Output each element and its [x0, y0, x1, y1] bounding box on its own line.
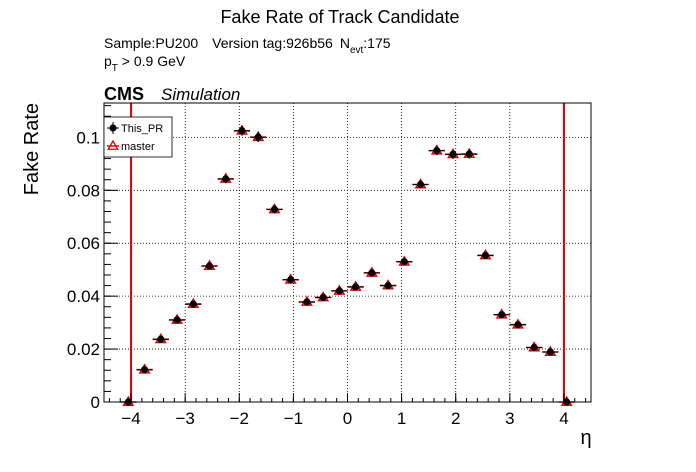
x-tick-label: 1 — [397, 409, 406, 428]
this-pr-marker — [270, 205, 279, 213]
this-pr-point — [266, 205, 283, 214]
x-tick-label: 0 — [343, 409, 352, 428]
this-pr-point — [509, 321, 527, 329]
this-pr-point — [217, 174, 234, 184]
this-pr-marker — [514, 321, 522, 329]
x-tick-label: −1 — [284, 409, 303, 428]
reference-lines — [130, 103, 565, 402]
this-pr-point — [185, 300, 202, 308]
pt-cut-info: pT > 0.9 GeV — [104, 53, 186, 74]
grid — [104, 103, 591, 402]
this-pr-point — [444, 149, 462, 159]
axis-ticks — [104, 105, 587, 403]
sample-label: Sample:PU200 — [104, 35, 198, 51]
nevt-prefix: N — [340, 35, 350, 51]
y-tick-label: 0.02 — [67, 340, 100, 359]
this-pr-marker — [189, 300, 197, 308]
this-pr-marker — [205, 262, 214, 270]
this-pr-point — [363, 269, 380, 277]
x-tick-label: −4 — [121, 409, 140, 428]
this-pr-point — [201, 262, 218, 270]
this-pr-marker — [368, 269, 376, 277]
legend-this-pr-marker — [109, 124, 117, 132]
this-pr-marker — [319, 293, 327, 302]
this-pr-point — [477, 251, 494, 260]
x-tick-label: −2 — [230, 409, 249, 428]
this-pr-marker — [222, 175, 230, 183]
this-pr-marker — [498, 311, 506, 319]
this-pr-marker — [530, 343, 538, 352]
this-pr-point — [136, 366, 153, 374]
x-tick-label: 4 — [559, 409, 568, 428]
this-pr-point — [428, 146, 445, 156]
this-pr-marker — [546, 348, 555, 356]
this-pr-marker — [287, 276, 295, 284]
this-pr-marker — [303, 298, 311, 306]
this-pr-marker — [465, 150, 473, 158]
this-pr-point — [233, 126, 251, 136]
this-pr-point — [379, 281, 397, 290]
this-pr-point — [282, 276, 299, 284]
pt-prefix: p — [104, 53, 112, 69]
this-pr-point — [412, 180, 429, 189]
plot-frame — [103, 102, 592, 403]
this-pr-marker — [449, 150, 457, 158]
this-pr-marker — [400, 258, 408, 266]
this-pr-point — [493, 311, 510, 319]
chart-title: Fake Rate of Track Candidate — [220, 7, 459, 27]
y-tick-label: 0 — [91, 393, 100, 412]
this-pr-marker — [416, 180, 425, 189]
y-tick-label: 0.1 — [76, 128, 100, 147]
y-tick-label: 0.06 — [67, 234, 100, 253]
this-pr-point — [298, 298, 316, 306]
data-points — [120, 124, 575, 406]
this-pr-point — [152, 335, 169, 343]
this-pr-marker — [481, 251, 490, 260]
legend-markers — [107, 122, 119, 150]
y-axis-label: Fake Rate — [21, 103, 43, 195]
this-pr-marker — [173, 316, 181, 324]
this-pr-marker — [254, 133, 262, 141]
this-pr-marker — [335, 287, 343, 295]
version-label: Version tag:926b56 — [212, 35, 333, 51]
this-pr-marker — [140, 366, 149, 374]
y-tick-label: 0.04 — [67, 287, 100, 306]
pt-subscript: T — [112, 63, 118, 74]
x-tick-label: −3 — [175, 409, 194, 428]
this-pr-point — [315, 293, 332, 302]
this-pr-marker — [352, 283, 360, 291]
this-pr-point — [396, 258, 413, 266]
x-axis-label: η — [580, 427, 591, 449]
legend-label-this-pr: This_PR — [121, 123, 163, 135]
this-pr-point — [168, 316, 186, 324]
this-pr-point — [331, 287, 348, 295]
this-pr-point — [250, 132, 267, 142]
this-pr-point — [526, 343, 543, 352]
nevt-value: :175 — [363, 35, 390, 51]
legend-label-master: master — [121, 141, 155, 153]
this-pr-marker — [384, 281, 392, 290]
x-tick-label: 2 — [451, 409, 460, 428]
this-pr-point — [542, 348, 559, 356]
this-pr-point — [461, 149, 478, 159]
this-pr-marker — [433, 147, 441, 155]
this-pr-marker — [238, 127, 246, 135]
legend-box — [103, 116, 173, 158]
this-pr-point — [347, 283, 364, 291]
nevt-subscript: evt — [350, 45, 364, 56]
simulation-label: Simulation — [161, 85, 240, 104]
cms-label: CMS — [104, 84, 144, 104]
legend-master-marker — [107, 139, 119, 150]
y-tick-label: 0.08 — [67, 181, 100, 200]
this-pr-marker — [157, 335, 165, 343]
legend: This_PR master — [103, 116, 173, 158]
x-tick-label: 3 — [505, 409, 514, 428]
tick-labels: −4 −3 −2 −1 0 1 2 3 4 0 0.02 0.04 0.06 0.08 0.1 — [67, 128, 569, 428]
pt-cut-value: > 0.9 GeV — [118, 53, 186, 69]
sample-info: Sample:PU200 Version tag:926b56 Nevt:175 — [104, 35, 391, 56]
